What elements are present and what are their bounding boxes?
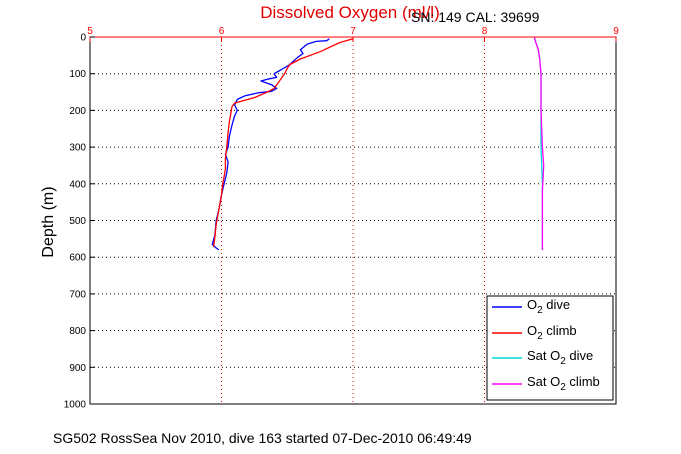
x-tick-label: 7 (350, 26, 356, 37)
dive-caption: SG502 RossSea Nov 2010, dive 163 started… (53, 430, 472, 446)
y-ticks: 0 100 200 300 400 500 600 700 800 900 1000 (64, 33, 95, 411)
x-ticks: 5 6 7 8 9 (87, 26, 619, 42)
y-tick-label: 700 (69, 289, 86, 300)
y-tick-label: 200 (69, 106, 86, 117)
legend-label-sat-o2-dive: Sat O2 dive (527, 348, 593, 367)
y-tick-label: 400 (69, 179, 86, 190)
x-tick-label: 9 (613, 26, 619, 37)
y-tick-label: 100 (69, 69, 86, 80)
series-layer (211, 37, 545, 251)
chart-title: Dissolved Oxygen (ml/l) (260, 3, 440, 22)
series-line-sat-o2-climb (533, 37, 545, 250)
y-tick-label: 1000 (64, 400, 87, 411)
y-tick-label: 600 (69, 253, 86, 264)
y-axis-label: Depth (m) (40, 186, 57, 257)
sn-cal-label: SN: 149 CAL: 39699 (411, 9, 540, 25)
x-tick-label: 8 (482, 26, 488, 37)
legend-label-o2-dive: O2 dive (527, 297, 570, 316)
legend: O2 dive O2 climb Sat O2 dive Sat O2 climb (486, 295, 614, 401)
legend-label-o2-climb: O2 climb (527, 323, 577, 342)
y-tick-label: 800 (69, 326, 86, 337)
x-tick-label: 6 (219, 26, 225, 37)
legend-box (486, 295, 614, 401)
y-tick-label: 300 (69, 143, 86, 154)
y-tick-label: 900 (69, 363, 86, 374)
y-tick-label: 500 (69, 216, 86, 227)
y-tick-label: 0 (80, 33, 86, 44)
x-tick-label: 5 (87, 26, 93, 37)
series-line-o2-climb (212, 38, 354, 247)
legend-label-sat-o2-climb: Sat O2 climb (527, 374, 600, 393)
